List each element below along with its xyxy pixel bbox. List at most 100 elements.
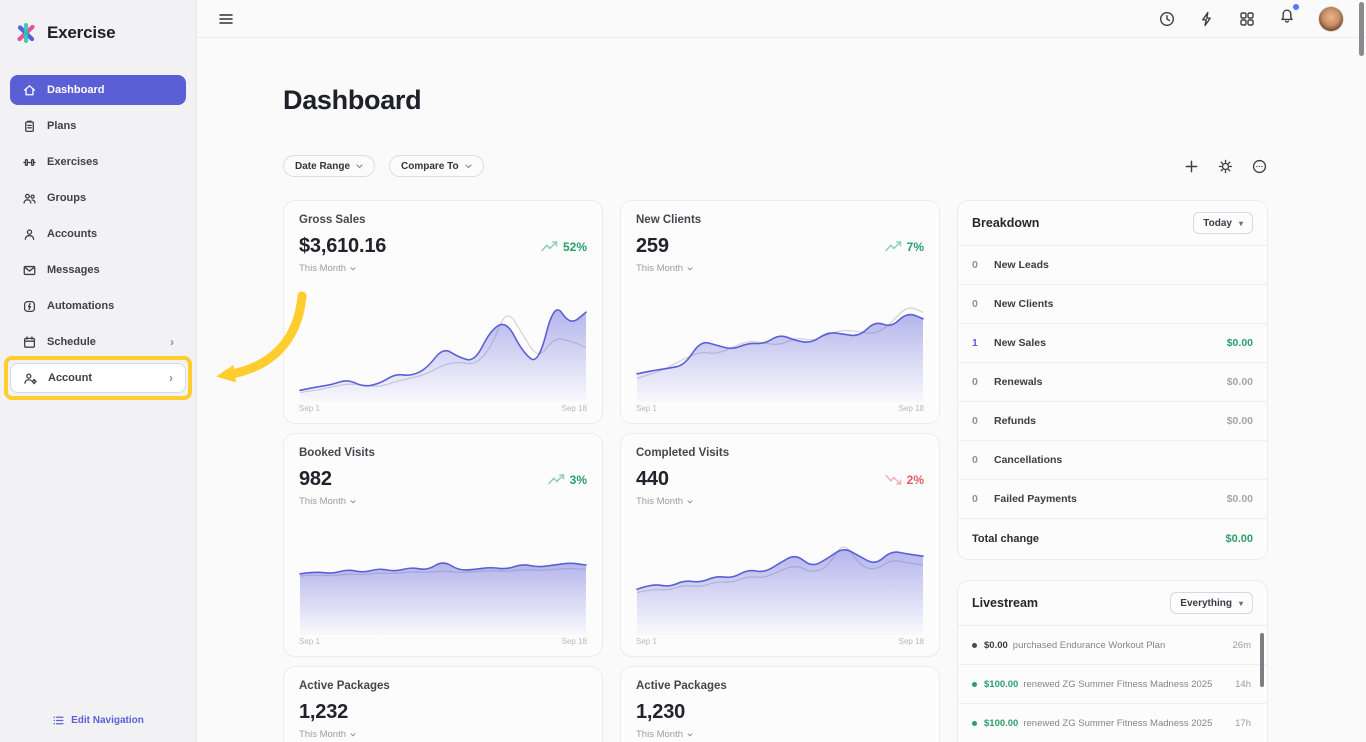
breakdown-amount: $0.00 (1226, 415, 1253, 427)
stat-card-new-clients: New Clients 259 7% This Month (620, 200, 940, 424)
home-icon (22, 83, 37, 98)
sidebar-item-label: Dashboard (47, 84, 105, 96)
breakdown-total-row: Total change $0.00 (958, 519, 1267, 559)
avatar[interactable] (1318, 5, 1344, 32)
period-select[interactable]: This Month (636, 263, 924, 274)
breakdown-label: Refunds (994, 415, 1036, 427)
feed-bullet (972, 681, 977, 687)
period-select[interactable]: This Month (636, 729, 924, 740)
chevron-right-icon: › (169, 371, 173, 385)
chart-axis: Sep 1 Sep 18 (636, 404, 924, 413)
caret-down-icon: ▾ (1238, 598, 1243, 608)
dashboard-page: Dashboard Date Range Compare To (197, 38, 1366, 742)
feed-amount: $100.00 (984, 678, 1019, 690)
lightning-icon[interactable] (1198, 10, 1216, 28)
sidebar-nav: Dashboard Plans Exercises Gro (10, 75, 186, 393)
apps-grid-icon[interactable] (1238, 10, 1256, 28)
breakdown-row: 0 New Leads (958, 246, 1267, 285)
calendar-icon (22, 335, 37, 350)
sidebar-item-account[interactable]: Account › (10, 363, 186, 393)
card-title: Active Packages (299, 680, 390, 692)
stat-card-booked-visits: Booked Visits 982 3% This Month (283, 433, 603, 657)
breakdown-count: 0 (972, 415, 978, 427)
sidebar-item-plans[interactable]: Plans (10, 111, 186, 141)
notification-dot (1293, 4, 1299, 10)
breakdown-count: 0 (972, 376, 978, 388)
add-widget-icon[interactable] (1183, 158, 1200, 175)
cards-grid: Gross Sales $3,610.16 52% This Month (283, 200, 1268, 742)
chart-axis: Sep 1 Sep 18 (636, 637, 924, 646)
chevron-down-icon (687, 732, 693, 737)
card-value: 440 (636, 468, 669, 490)
app-name: Exercise (47, 23, 116, 42)
chart-axis: Sep 1 Sep 18 (299, 404, 587, 413)
feed-amount: $100.00 (984, 717, 1019, 729)
breakdown-filter-select[interactable]: Today ▾ (1193, 212, 1253, 234)
page-title: Dashboard (283, 85, 422, 115)
caret-down-icon: ▾ (1238, 218, 1243, 228)
history-icon[interactable] (1158, 10, 1176, 28)
filters-row: Date Range Compare To (283, 155, 1268, 177)
sidebar-item-label: Accounts (47, 228, 98, 240)
card-title: Active Packages (636, 680, 727, 692)
sidebar-item-accounts[interactable]: Accounts (10, 219, 186, 249)
sidebar-item-schedule[interactable]: Schedule › (10, 327, 186, 357)
breakdown-count: 0 (972, 493, 978, 505)
period-select[interactable]: This Month (299, 263, 587, 274)
breakdown-row: 0 Cancellations (958, 441, 1267, 480)
trend-up-icon (547, 474, 564, 485)
breakdown-label: New Leads (994, 259, 1049, 271)
card-title: Gross Sales (299, 214, 366, 226)
trend-down-icon (884, 474, 901, 485)
period-select[interactable]: This Month (299, 729, 587, 740)
livestream-feed: $0.00 purchased Endurance Workout Plan 2… (958, 626, 1267, 742)
more-options-icon[interactable] (1251, 158, 1268, 175)
period-select[interactable]: This Month (636, 496, 924, 507)
card-title: Booked Visits (299, 447, 375, 459)
sparkline-chart (636, 280, 924, 402)
card-value: 259 (636, 235, 669, 257)
sparkline-chart (299, 280, 587, 402)
breakdown-label: Failed Payments (994, 493, 1077, 505)
sidebar-item-label: Groups (47, 192, 87, 204)
right-column: Breakdown Today ▾ 0 New Leads (957, 200, 1268, 742)
hamburger-menu-icon[interactable] (217, 10, 235, 28)
period-select[interactable]: This Month (299, 496, 587, 507)
sidebar-item-groups[interactable]: Groups (10, 183, 186, 213)
livestream-scrollbar[interactable] (1260, 633, 1264, 687)
page-scrollbar[interactable] (1359, 1, 1365, 741)
edit-navigation-label: Edit Navigation (71, 715, 144, 726)
total-change-label: Total change (972, 533, 1040, 545)
sparkline-chart (299, 513, 587, 635)
breakdown-count: 0 (972, 259, 978, 271)
livestream-filter-select[interactable]: Everything ▾ (1170, 592, 1253, 614)
bell-icon (1281, 9, 1293, 23)
breakdown-label: Cancellations (994, 454, 1063, 466)
sidebar-item-exercises[interactable]: Exercises (10, 147, 186, 177)
stat-card-active-packages-1: Active Packages 1,232 This Month (283, 666, 603, 742)
sidebar-item-automations[interactable]: Automations (10, 291, 186, 321)
sidebar-item-messages[interactable]: Messages (10, 255, 186, 285)
feed-text: purchased Endurance Workout Plan (1012, 639, 1166, 651)
livestream-title: Livestream (972, 596, 1039, 610)
chevron-down-icon (350, 266, 356, 271)
edit-navigation-link[interactable]: Edit Navigation (0, 714, 196, 727)
sidebar: Exercise Dashboard Plans Exercises (0, 0, 197, 742)
list-icon (53, 716, 64, 725)
scrollbar-thumb[interactable] (1359, 2, 1364, 56)
compare-to-filter[interactable]: Compare To (389, 155, 484, 177)
gear-icon[interactable] (1217, 158, 1234, 175)
date-range-filter[interactable]: Date Range (283, 155, 376, 177)
breakdown-row: 0 New Clients (958, 285, 1267, 324)
topbar (197, 0, 1366, 38)
chevron-down-icon (356, 163, 363, 169)
trend-up-icon (541, 241, 558, 252)
notifications-button[interactable] (1278, 4, 1299, 30)
sidebar-item-dashboard[interactable]: Dashboard (10, 75, 186, 105)
feed-amount: $0.00 (984, 639, 1008, 651)
breakdown-header: Breakdown Today ▾ (958, 201, 1267, 246)
feed-bullet (972, 720, 977, 726)
chart-axis: Sep 1 Sep 18 (299, 637, 587, 646)
chevron-down-icon (465, 163, 472, 169)
feed-time: 26m (1232, 639, 1251, 651)
